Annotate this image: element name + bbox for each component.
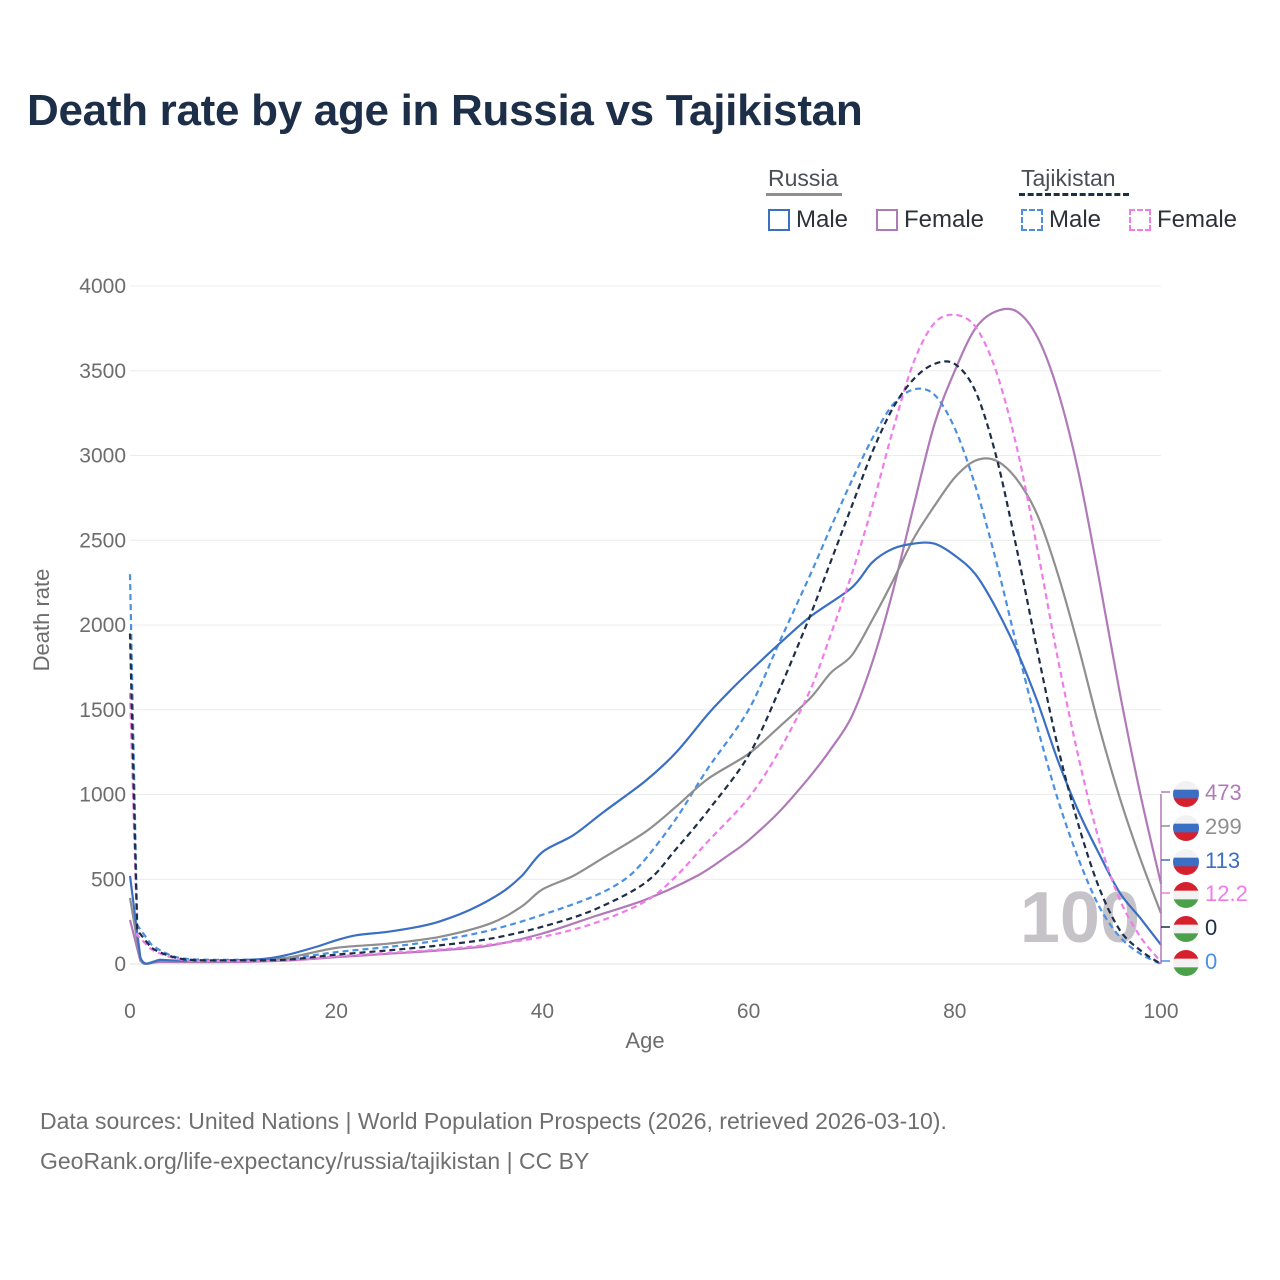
legend-swatch-tajikistan-male	[1021, 209, 1043, 231]
footer-sources: Data sources: United Nations | World Pop…	[40, 1108, 947, 1134]
x-tick-label-80: 80	[943, 1000, 966, 1023]
x-tick-label-0: 0	[124, 1000, 136, 1023]
end-labels: 473 299 113 12.2 0 0	[1160, 780, 1248, 976]
series-line-russia-male[interactable]	[128, 541, 1162, 965]
y-tick-label-2500: 2500	[79, 529, 126, 552]
end-label-tajikistan-female: 12.2	[1205, 881, 1248, 906]
x-tick-label-100: 100	[1143, 1000, 1178, 1023]
tajikistan-flag-icon	[1173, 882, 1199, 908]
series-lines	[128, 307, 1163, 966]
y-tick-label-1500: 1500	[79, 699, 126, 722]
series-line-tajikistan-male[interactable]	[128, 387, 1162, 965]
end-label-russia-total: 299	[1205, 814, 1242, 839]
y-tick-label-3000: 3000	[79, 445, 126, 468]
y-tick-label-0: 0	[114, 953, 126, 976]
legend-label-russia-male: Male	[796, 206, 849, 233]
x-tick-label-20: 20	[325, 1000, 348, 1023]
x-tick-label-60: 60	[737, 1000, 760, 1023]
y-axis-ticks: 0 500 1000 1500 2000 2500 3000 3500 4000	[79, 275, 126, 976]
x-tick-label-40: 40	[531, 1000, 554, 1023]
legend-swatch-tajikistan-female	[1129, 209, 1151, 231]
tajikistan-flag-icon	[1173, 916, 1199, 942]
y-tick-label-1000: 1000	[79, 784, 126, 807]
legend-item-tajikistan-male[interactable]: Male	[1021, 206, 1101, 234]
legend-item-tajikistan-female[interactable]: Female	[1129, 206, 1237, 234]
year-watermark: 100	[1020, 878, 1140, 958]
gridlines	[130, 285, 1161, 965]
legend-group-tajikistan-title: Tajikistan	[1021, 165, 1116, 191]
legend-item-russia-male[interactable]: Male	[768, 206, 848, 234]
end-label-tajikistan-total: 0	[1205, 915, 1217, 940]
russia-flag-icon	[1173, 815, 1199, 841]
legend-label-russia-female: Female	[904, 206, 985, 233]
series-line-russia-total[interactable]	[128, 457, 1163, 965]
series-line-tajikistan-total[interactable]	[128, 360, 1162, 965]
tajikistan-flag-icon	[1173, 950, 1199, 976]
legend-item-russia-female[interactable]: Female	[876, 206, 984, 234]
chart-title: Death rate by age in Russia vs Tajikista…	[27, 86, 863, 135]
y-axis-title: Death rate	[29, 569, 54, 672]
russia-flag-icon	[1173, 849, 1199, 875]
legend-label-tajikistan-male: Male	[1049, 206, 1102, 233]
footer-link[interactable]: GeoRank.org/life-expectancy/russia/tajik…	[40, 1148, 590, 1174]
legend-swatch-russia-male	[768, 209, 790, 231]
x-axis-ticks: 0 20 40 60 80 100	[124, 1000, 1178, 1023]
end-label-russia-male: 113	[1205, 848, 1240, 873]
y-tick-label-500: 500	[91, 868, 126, 891]
end-label-russia-female: 473	[1205, 780, 1242, 805]
y-tick-label-4000: 4000	[79, 275, 126, 298]
legend-tajikistan-line-swatch	[1019, 193, 1129, 196]
series-line-russia-female[interactable]	[128, 307, 1163, 966]
line-chart: 0 20 40 60 80 100 050010001500200025003000350…	[29, 275, 1248, 1053]
legend-swatch-russia-female	[876, 209, 898, 231]
legend-russia-line-swatch	[766, 193, 842, 196]
legend-group-russia-title: Russia	[768, 165, 839, 191]
y-tick-label-2000: 2000	[79, 614, 126, 637]
series-line-tajikistan-female[interactable]	[128, 313, 1162, 963]
legend-label-tajikistan-female: Female	[1157, 206, 1238, 233]
x-axis-title: Age	[625, 1028, 664, 1053]
end-label-tajikistan-male: 0	[1205, 949, 1217, 974]
y-tick-label-3500: 3500	[79, 360, 126, 383]
russia-flag-icon	[1173, 781, 1199, 807]
